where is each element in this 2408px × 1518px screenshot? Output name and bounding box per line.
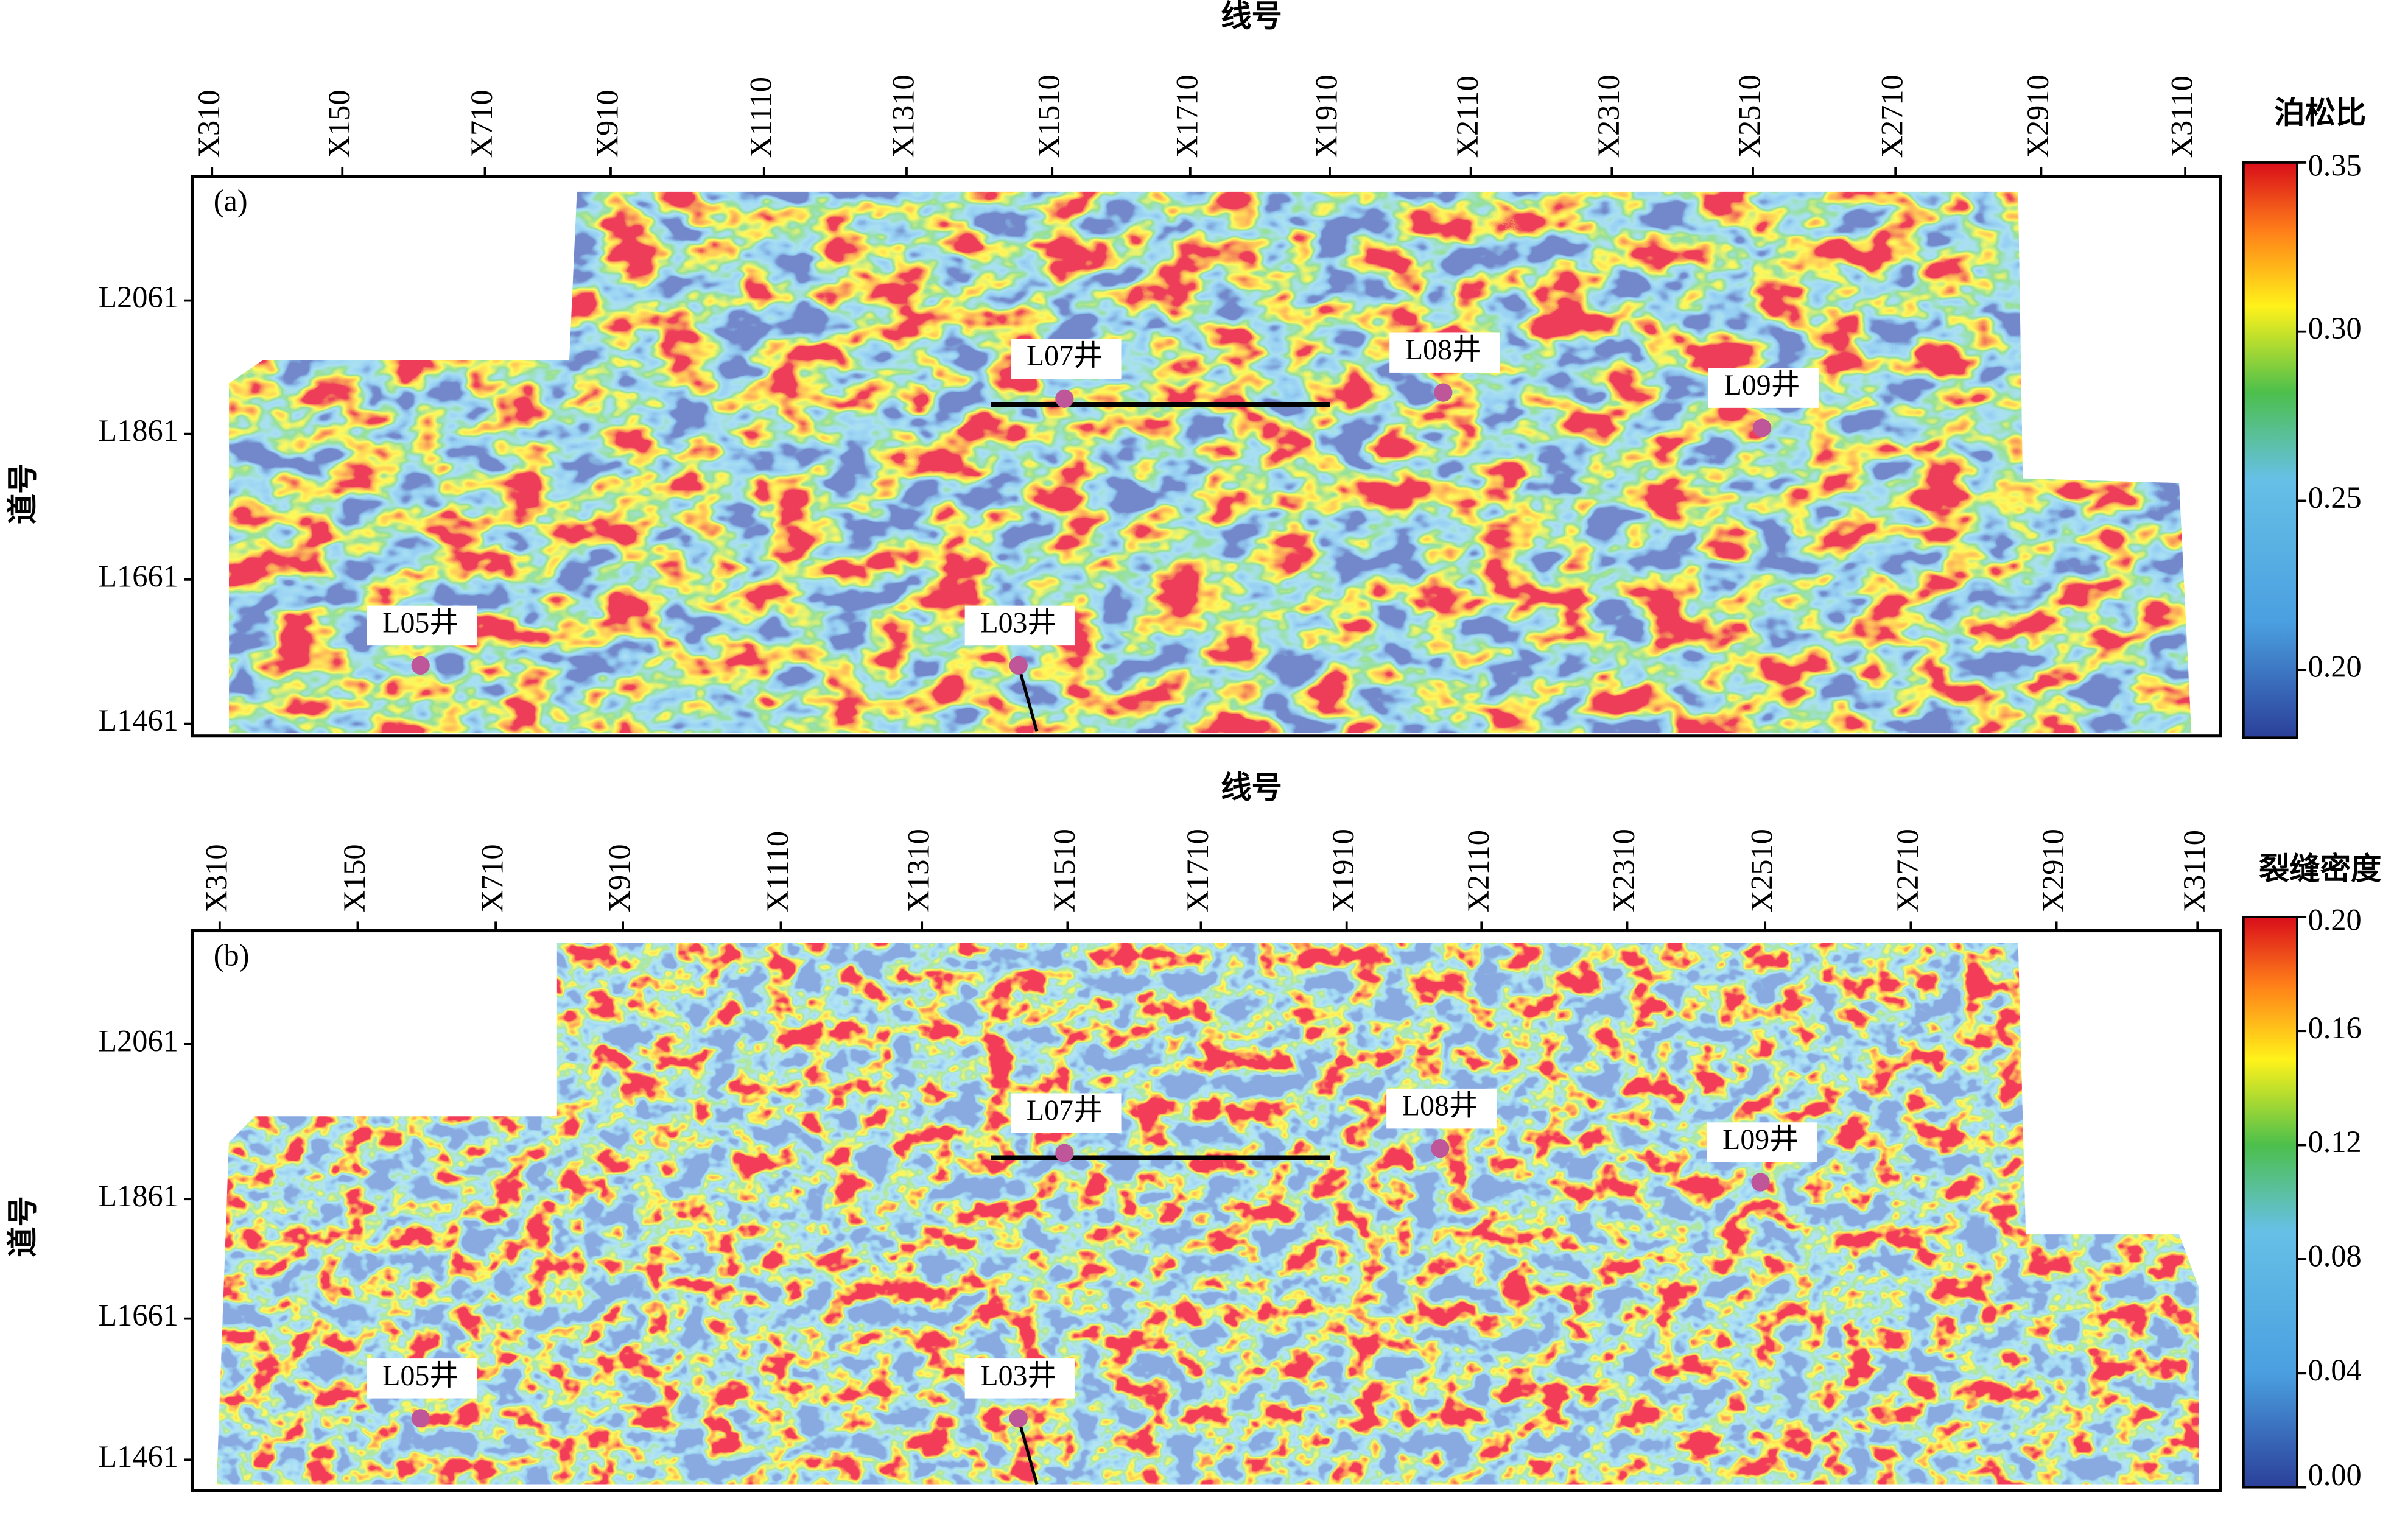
well-label: L05井	[382, 1360, 458, 1392]
well-dot	[1753, 418, 1772, 437]
panel-b-map	[216, 943, 2199, 1485]
colorbar-tick-label: 0.00	[2308, 1458, 2362, 1492]
y-tick-label: L2061	[98, 1024, 178, 1058]
y-tick-label: L1861	[98, 413, 178, 448]
x-tick-label: X3110	[2177, 830, 2211, 912]
well-dot	[1009, 1409, 1028, 1428]
well-label: L05井	[382, 606, 458, 639]
well-label: L09井	[1724, 369, 1800, 401]
x-tick-label: X150	[322, 90, 356, 158]
y-tick-label: L1461	[98, 703, 178, 737]
x-tick-label: X910	[591, 90, 625, 158]
panel-label: (a)	[214, 183, 248, 217]
y-tick-label: L1661	[98, 1298, 178, 1332]
well-label-bg	[1011, 339, 1122, 379]
colorbar-tick-label: 0.04	[2308, 1353, 2362, 1387]
well-label-bg	[1707, 1122, 1817, 1162]
x-tick-label: X2710	[1890, 829, 1925, 912]
y-axis-title: 道号	[5, 1196, 41, 1257]
well-label-bg	[964, 605, 1075, 646]
well-label-bg	[1011, 1093, 1122, 1133]
x-tick-label: X1710	[1181, 829, 1215, 912]
x-tick-label: X310	[192, 90, 226, 158]
panel-a-map	[228, 191, 2192, 733]
x-tick-label: X710	[476, 844, 510, 912]
colorbar-tick-label: 0.08	[2308, 1239, 2362, 1273]
x-tick-label: X1710	[1170, 74, 1204, 158]
well-label: L03井	[980, 606, 1056, 639]
frame	[190, 929, 2222, 1492]
frame	[190, 175, 2222, 738]
well-label: L07井	[1027, 1094, 1103, 1126]
x-tick-label: X310	[199, 844, 233, 912]
well-dot	[1751, 1173, 1770, 1192]
well-label-bg	[1708, 368, 1819, 408]
colorbar-tick-label: 0.35	[2308, 149, 2362, 183]
x-tick-label: X2310	[1592, 74, 1626, 158]
colorbar-tick-label: 0.12	[2308, 1125, 2362, 1159]
well-label-bg	[1389, 332, 1500, 373]
colorbar-title: 泊松比	[2274, 94, 2366, 130]
well-label-bg	[1386, 1088, 1497, 1129]
colorbar	[2242, 161, 2298, 739]
well-dot	[411, 1409, 430, 1428]
x-tick-label: X2510	[1745, 829, 1779, 912]
x-tick-label: X150	[337, 844, 371, 912]
well-label: L08井	[1405, 334, 1481, 366]
well-label-bg	[964, 1358, 1075, 1399]
x-tick-label: X910	[603, 844, 637, 912]
well-label: L08井	[1402, 1090, 1478, 1122]
x-tick-label: X1110	[743, 77, 778, 158]
well-trajectory	[1017, 665, 1039, 732]
well-dot	[1055, 389, 1074, 408]
well-label-bg	[367, 1358, 477, 1399]
well-dot	[1055, 1144, 1074, 1162]
x-tick-label: X2710	[1875, 74, 1909, 158]
colorbar	[2242, 915, 2298, 1489]
well-label: L07井	[1027, 340, 1103, 372]
x-tick-label: X3110	[2165, 76, 2199, 158]
colorbar-tick-label: 0.20	[2308, 903, 2362, 937]
panel-label: (b)	[214, 938, 250, 972]
x-tick-label: X1510	[1047, 829, 1081, 912]
x-tick-label: X2510	[1733, 74, 1767, 158]
well-dot	[1431, 1139, 1450, 1158]
y-tick-label: L2061	[98, 280, 178, 314]
x-tick-label: X2110	[1461, 830, 1495, 912]
x-axis-title: 线号	[1221, 0, 1282, 34]
x-tick-label: X710	[465, 90, 499, 158]
y-tick-label: L1861	[98, 1179, 178, 1213]
x-tick-label: X1910	[1310, 74, 1344, 158]
colorbar-title: 裂缝密度	[2259, 851, 2382, 887]
x-tick-label: X2310	[1607, 829, 1641, 912]
well-dot	[1009, 656, 1028, 675]
x-tick-label: X1910	[1326, 829, 1360, 912]
x-tick-label: X2910	[2036, 829, 2070, 912]
well-dot	[1434, 383, 1453, 402]
colorbar-tick-label: 0.16	[2308, 1011, 2362, 1045]
well-label: L03井	[980, 1360, 1056, 1392]
well-label-bg	[367, 605, 477, 646]
colorbar-tick-label: 0.25	[2308, 480, 2362, 515]
x-tick-label: X1310	[886, 74, 921, 158]
colorbar-tick-label: 0.30	[2308, 311, 2362, 345]
x-axis-title: 线号	[1221, 769, 1282, 805]
y-axis-title: 道号	[5, 463, 41, 524]
y-tick-label: L1661	[98, 559, 178, 593]
well-dot	[411, 656, 430, 675]
colorbar-tick-label: 0.20	[2308, 650, 2362, 684]
x-tick-label: X1110	[760, 831, 795, 912]
well-trajectory	[1017, 1418, 1039, 1485]
x-tick-label: X1510	[1032, 74, 1066, 158]
well-label: L09井	[1722, 1123, 1799, 1156]
y-tick-label: L1461	[98, 1439, 178, 1474]
x-tick-label: X1310	[902, 829, 936, 912]
x-tick-label: X2910	[2021, 74, 2055, 158]
x-tick-label: X2110	[1450, 76, 1484, 158]
